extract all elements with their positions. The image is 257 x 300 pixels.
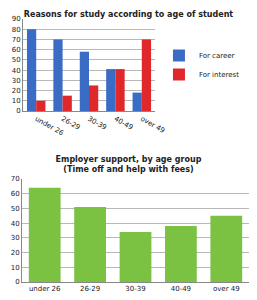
svg-text:20: 20 xyxy=(11,249,20,257)
svg-text:40: 40 xyxy=(11,220,20,228)
svg-text:over 49: over 49 xyxy=(139,115,166,135)
svg-text:0: 0 xyxy=(16,107,20,115)
svg-text:26-29: 26-29 xyxy=(80,285,100,293)
svg-text:70: 70 xyxy=(12,36,21,44)
svg-text:26-29: 26-29 xyxy=(60,115,82,132)
svg-text:0: 0 xyxy=(15,278,19,286)
svg-text:30: 30 xyxy=(12,77,21,85)
svg-text:70: 70 xyxy=(11,175,20,183)
svg-text:30-39: 30-39 xyxy=(125,285,145,293)
svg-text:10: 10 xyxy=(12,97,21,105)
svg-text:under 26: under 26 xyxy=(33,115,65,138)
svg-text:50: 50 xyxy=(12,56,21,64)
svg-text:Employer support, by age group: Employer support, by age group(Time off … xyxy=(56,155,202,174)
svg-text:40-49: 40-49 xyxy=(113,115,135,132)
svg-text:30: 30 xyxy=(11,234,20,242)
svg-text:60: 60 xyxy=(11,190,20,198)
svg-text:60: 60 xyxy=(12,46,21,54)
svg-text:40: 40 xyxy=(12,67,21,75)
svg-text:80: 80 xyxy=(12,26,21,34)
svg-text:under 26: under 26 xyxy=(29,285,61,293)
svg-text:30-39: 30-39 xyxy=(86,115,108,132)
svg-text:50: 50 xyxy=(11,205,20,213)
svg-text:Reasons for study according to: Reasons for study according to age of st… xyxy=(24,10,234,19)
svg-text:10: 10 xyxy=(11,264,20,272)
svg-text:For interest: For interest xyxy=(199,71,239,79)
svg-text:40-49: 40-49 xyxy=(171,285,191,293)
svg-text:For career: For career xyxy=(199,52,235,60)
svg-text:over 49: over 49 xyxy=(213,285,240,293)
svg-text:90: 90 xyxy=(12,15,21,23)
svg-text:20: 20 xyxy=(12,87,21,95)
